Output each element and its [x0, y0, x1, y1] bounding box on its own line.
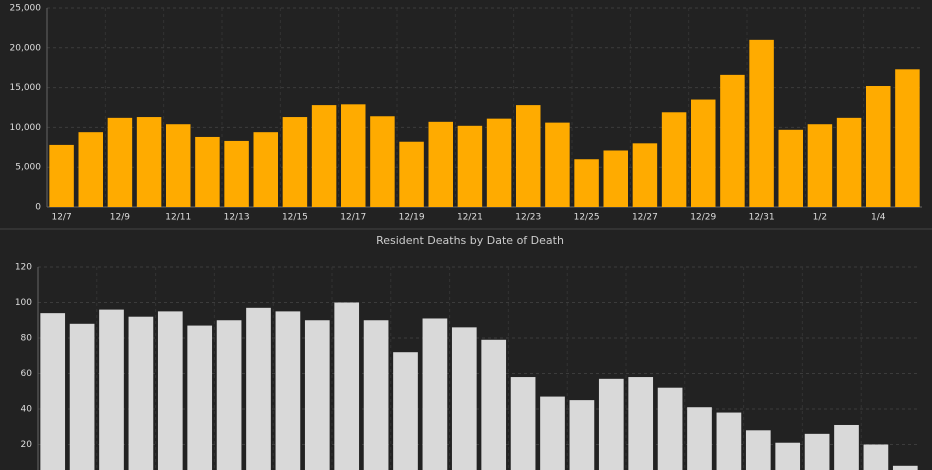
- x-tick-label: 12/23: [515, 213, 541, 223]
- y-tick-label: 5,000: [15, 163, 41, 173]
- bar: [246, 307, 271, 470]
- bar: [282, 117, 308, 207]
- x-tick-label: 12/27: [632, 213, 658, 223]
- bar: [166, 124, 191, 207]
- x-tick-label: 12/21: [457, 213, 483, 223]
- bar: [40, 313, 66, 470]
- bar: [545, 122, 570, 207]
- bar: [603, 150, 628, 207]
- bar: [128, 316, 154, 470]
- bar: [661, 112, 687, 207]
- bar: [49, 144, 74, 207]
- bar: [691, 99, 716, 207]
- bar: [216, 320, 242, 470]
- y-tick-label: 15,000: [10, 83, 42, 93]
- bar: [253, 132, 278, 207]
- bar: [863, 444, 889, 470]
- x-tick-label: 1/4: [871, 213, 886, 223]
- bar: [78, 132, 103, 207]
- bar: [187, 325, 213, 470]
- bar: [275, 311, 301, 470]
- bar: [136, 117, 162, 207]
- bar: [304, 320, 330, 470]
- y-tick-label: 80: [21, 334, 33, 344]
- bar: [457, 125, 483, 207]
- y-tick-label: 20: [21, 440, 33, 450]
- x-tick-label: 12/19: [399, 213, 425, 223]
- bar: [224, 140, 249, 207]
- bar: [510, 377, 536, 470]
- bar: [628, 377, 654, 470]
- bar: [157, 311, 183, 470]
- bar: [428, 121, 453, 207]
- bar: [451, 327, 477, 470]
- y-tick-label: 60: [21, 369, 33, 379]
- x-tick-label: 12/9: [110, 213, 130, 223]
- x-tick-label: 12/11: [165, 213, 191, 223]
- bar: [632, 143, 658, 207]
- x-tick-label: 12/29: [690, 213, 716, 223]
- bar: [486, 118, 512, 207]
- y-tick-label: 25,000: [10, 4, 42, 14]
- bar: [895, 69, 920, 208]
- y-tick-label: 0: [35, 203, 41, 213]
- chart-title: Resident Deaths by Date of Death: [376, 234, 564, 247]
- bar: [195, 136, 220, 207]
- bar: [866, 86, 891, 207]
- x-tick-label: 12/7: [51, 213, 71, 223]
- bar: [687, 407, 712, 470]
- bar: [716, 412, 742, 470]
- x-tick-label: 12/13: [224, 213, 250, 223]
- bar: [311, 105, 337, 207]
- x-tick-label: 1/2: [813, 213, 827, 223]
- bar: [745, 430, 771, 470]
- x-tick-label: 12/15: [282, 213, 308, 223]
- bar: [516, 105, 541, 207]
- bar: [892, 465, 918, 470]
- bar: [569, 400, 595, 470]
- bar: [598, 378, 624, 470]
- bar: [69, 323, 95, 470]
- bar: [422, 318, 448, 470]
- x-tick-label: 12/25: [574, 213, 600, 223]
- bar: [107, 117, 133, 207]
- bar: [399, 141, 424, 207]
- bar: [540, 396, 565, 470]
- bar: [775, 442, 801, 470]
- bar: [836, 117, 862, 207]
- bar: [334, 302, 360, 470]
- bar: [749, 39, 774, 208]
- y-tick-label: 40: [21, 405, 33, 415]
- y-tick-label: 20,000: [10, 43, 42, 53]
- bar: [834, 424, 859, 470]
- bar: [99, 309, 124, 470]
- bar: [657, 387, 683, 470]
- y-tick-label: 10,000: [10, 123, 42, 133]
- y-tick-label: 100: [15, 298, 32, 308]
- bar: [363, 320, 389, 470]
- bar: [370, 116, 395, 207]
- bar: [481, 339, 507, 470]
- bar: [778, 129, 803, 207]
- bar: [804, 433, 830, 470]
- x-tick-label: 12/31: [749, 213, 775, 223]
- y-tick-label: 120: [15, 263, 32, 273]
- bar: [393, 352, 418, 470]
- x-tick-label: 12/17: [340, 213, 366, 223]
- bar: [341, 104, 366, 207]
- bar: [574, 159, 599, 207]
- bar: [720, 74, 745, 207]
- bar: [807, 124, 833, 207]
